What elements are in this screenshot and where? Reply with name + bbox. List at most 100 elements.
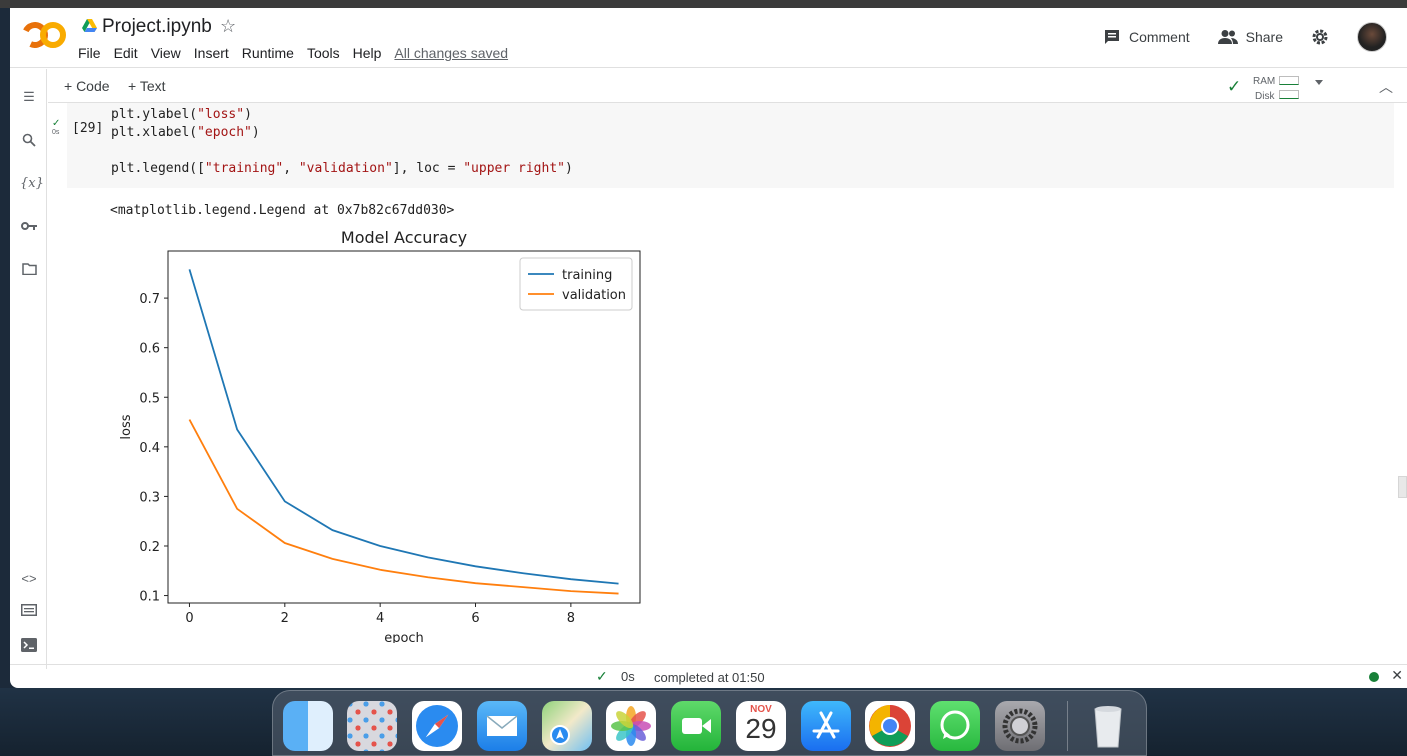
toc-icon[interactable]: ☰ [23, 89, 35, 104]
close-icon[interactable]: ✕ [1391, 667, 1403, 683]
menu-view[interactable]: View [150, 45, 181, 61]
connected-check-icon: ✓ [1227, 77, 1242, 96]
runtime-status-dot [1369, 672, 1379, 682]
loss-chart: Model Accuracy 0 2 4 6 8 0.1 0.2 0.3 0.4 0.5 0.6 0.7… [119, 228, 641, 643]
dock: NOV 29 [272, 690, 1147, 756]
disk-bar [1279, 90, 1299, 99]
mail-icon[interactable] [477, 701, 527, 751]
plot-frame [167, 250, 641, 604]
photos-icon[interactable] [606, 701, 656, 751]
share-button[interactable]: Share [1217, 29, 1283, 45]
menu-runtime[interactable]: Runtime [241, 45, 294, 61]
menu-help[interactable]: Help [352, 45, 382, 61]
gear-icon[interactable] [1311, 28, 1329, 46]
code-token: plt.legend([ [111, 161, 205, 176]
legend-label-training: training [562, 268, 612, 283]
folder-icon[interactable] [20, 263, 38, 281]
resources-indicator[interactable]: ✓ RAM Disk [1227, 73, 1357, 102]
left-sidebar: ☰ {x} <> [10, 69, 47, 669]
drive-icon[interactable] [82, 19, 97, 32]
search-icon[interactable] [20, 133, 38, 151]
cell-run-status[interactable]: ✓ 0s [52, 118, 66, 136]
header: Project.ipynb ☆ File Edit View Insert Ru… [10, 8, 1407, 68]
y-tick-label: 0.2 [139, 540, 160, 555]
colab-window: Project.ipynb ☆ File Edit View Insert Ru… [10, 8, 1407, 688]
code-token: ) [244, 107, 252, 122]
comment-button[interactable]: Comment [1103, 28, 1190, 46]
code-cell[interactable] [67, 103, 1394, 188]
system-settings-icon[interactable] [995, 701, 1045, 751]
code-string: "upper right" [463, 161, 565, 176]
y-tick-label: 0.5 [139, 391, 160, 406]
terminal-icon[interactable] [20, 638, 38, 656]
status-check-icon: ✓ [596, 668, 608, 684]
command-palette-icon[interactable] [20, 604, 38, 622]
code-token: plt.ylabel( [111, 107, 198, 122]
notebook-toolbar: + Code + Text ✓ RAM Disk ︿ [48, 69, 1407, 103]
code-token: ) [564, 161, 573, 176]
share-label: Share [1245, 29, 1283, 45]
menu-insert[interactable]: Insert [193, 45, 229, 61]
x-tick-label: 0 [185, 611, 193, 626]
legend-box [519, 257, 633, 311]
key-icon[interactable] [20, 219, 38, 237]
top-strip [0, 0, 1407, 8]
variables-icon[interactable]: {x} [20, 176, 44, 191]
menu-tools[interactable]: Tools [306, 45, 340, 61]
app-store-icon[interactable] [801, 701, 851, 751]
x-tick-label: 8 [567, 611, 575, 626]
code-line-3: plt.legend(["training", "validation"], l… [111, 161, 573, 176]
y-tick-label: 0.4 [139, 441, 160, 456]
calendar-day: 29 [745, 713, 777, 744]
cell-run-time: 0s [52, 129, 60, 136]
calendar-month: NOV [750, 704, 772, 715]
legend-label-validation: validation [562, 288, 626, 303]
code-string: "epoch" [197, 125, 252, 140]
menu-edit[interactable]: Edit [113, 45, 138, 61]
whatsapp-icon[interactable] [930, 701, 980, 751]
code-token: ) [251, 125, 260, 140]
comment-icon [1104, 30, 1119, 44]
avatar[interactable] [1357, 22, 1387, 52]
notebook-title[interactable]: Project.ipynb [102, 16, 212, 37]
cell-output-text: <matplotlib.legend.Legend at 0x7b82c67dd… [110, 203, 455, 218]
code-snippets-icon[interactable]: <> [21, 571, 37, 586]
star-icon[interactable]: ☆ [220, 16, 237, 36]
code-line-2: plt.xlabel("epoch") [111, 125, 260, 140]
menu-bar: File Edit View Insert Runtime Tools Help… [78, 45, 521, 61]
x-tick-label: 6 [471, 611, 479, 626]
facetime-icon[interactable] [671, 701, 721, 751]
scrollbar-thumb[interactable] [1398, 476, 1407, 498]
finder-icon[interactable] [283, 701, 333, 751]
code-line-1: plt.ylabel("loss") [111, 107, 252, 122]
disk-label: Disk [1255, 91, 1275, 102]
colab-logo[interactable] [18, 18, 66, 52]
status-bar: ✓ 0s completed at 01:50 ✕ [10, 664, 1407, 688]
series-line-validation [188, 419, 619, 595]
people-icon [1217, 30, 1238, 44]
status-completed[interactable]: completed at 01:50 [654, 670, 765, 685]
chrome-icon[interactable] [865, 701, 915, 751]
trash-icon[interactable] [1083, 701, 1133, 751]
safari-icon[interactable] [412, 701, 462, 751]
calendar-icon[interactable]: NOV 29 [736, 701, 786, 751]
add-text-button[interactable]: + Text [128, 78, 166, 94]
header-actions: Comment Share [1103, 22, 1387, 52]
code-token: ], loc = [392, 161, 464, 176]
chart-title: Model Accuracy [341, 228, 467, 247]
add-code-button[interactable]: + Code [64, 78, 110, 94]
code-token: , [283, 161, 299, 176]
comment-label: Comment [1128, 29, 1190, 45]
chevron-up-icon[interactable]: ︿ [1379, 79, 1393, 95]
save-status[interactable]: All changes saved [394, 45, 509, 61]
code-string: "validation" [298, 161, 393, 176]
maps-icon[interactable] [542, 701, 592, 751]
code-string: "loss" [197, 107, 245, 122]
series-line-training [188, 269, 619, 585]
y-tick-label: 0.1 [139, 590, 160, 605]
chevron-down-icon[interactable] [1315, 80, 1323, 85]
launchpad-icon[interactable] [347, 701, 397, 751]
menu-file[interactable]: File [78, 45, 101, 61]
y-tick-label: 0.7 [139, 292, 160, 307]
code-token: plt.xlabel( [111, 125, 198, 140]
